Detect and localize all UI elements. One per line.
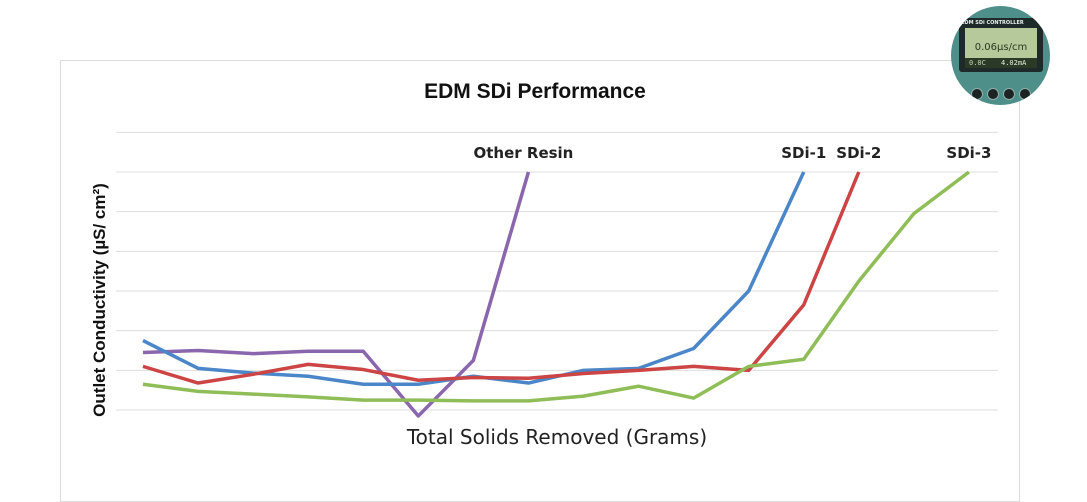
series-label-other-resin: Other Resin [474, 144, 574, 162]
controller-header: EDM SDi CONTROLLER [961, 20, 1024, 26]
controller-reading: 0.06µs/cm [974, 42, 1028, 53]
controller-button [1019, 88, 1031, 100]
x-axis-label: Total Solids Removed (Grams) [406, 425, 708, 449]
controller-status-bar [965, 58, 1037, 68]
controller-button [1003, 88, 1015, 100]
controller-temperature: 0.0C [969, 59, 986, 67]
series-line-sdi-3 [142, 170, 970, 403]
series-label-sdi-1: SDi-1 [781, 144, 826, 162]
chart-title: EDM SDi Performance [424, 80, 646, 103]
series-line-sdi-2 [142, 171, 861, 385]
line-chart: Other Resin SDi-1 SDi-2 SDi-3 [116, 131, 998, 418]
controller-current: 4.02mA [1001, 59, 1027, 67]
series-label-sdi-3: SDi-3 [946, 144, 991, 162]
controller-button [971, 88, 983, 100]
series-label-sdi-2: SDi-2 [836, 144, 881, 162]
controller-thumbnail: EDM SDi CONTROLLER 0.06µs/cm 0.0C 4.02mA [951, 6, 1050, 105]
controller-button [987, 88, 999, 100]
series-line-other-resin [142, 171, 531, 418]
